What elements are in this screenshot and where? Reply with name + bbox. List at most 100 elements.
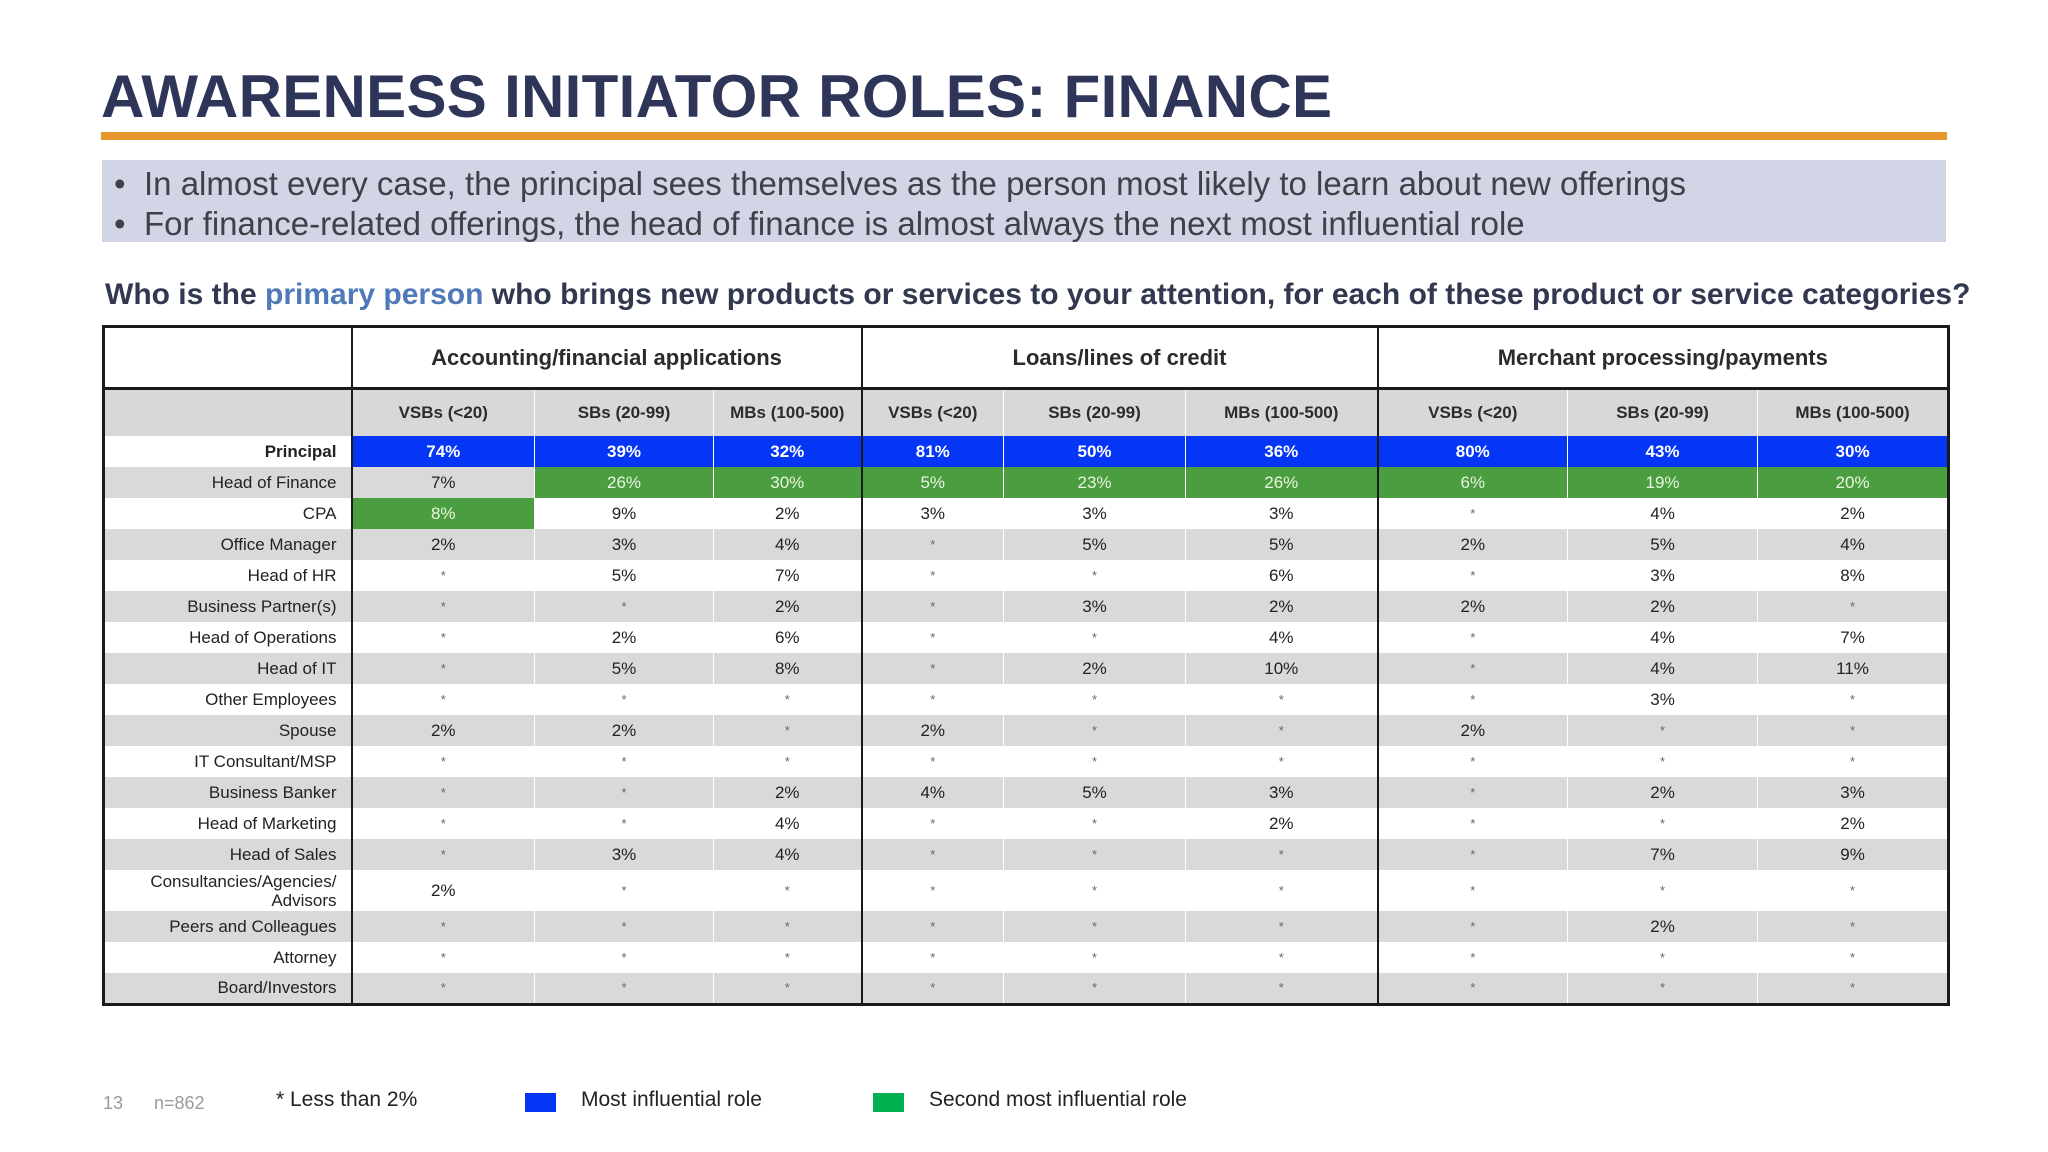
segment-label-corner: [103, 388, 353, 436]
segment-header: MBs (100-500): [1757, 388, 1949, 436]
table-body: Principal 74% 39% 32% 81% 50% 36% 80% 43% 30% Head…: [103, 436, 1949, 1004]
value-cell: *: [1376, 560, 1568, 591]
value-cell: *: [1184, 973, 1378, 1004]
value-cell: 2%: [1003, 653, 1186, 684]
value-cell: *: [351, 942, 535, 973]
category-header-row: Accounting/financial applications Loans/…: [103, 326, 1949, 390]
value-cell: 4%: [713, 529, 862, 560]
value-cell: *: [1757, 911, 1949, 942]
row-label: IT Consultant/MSP: [103, 746, 353, 777]
table-row: Head of IT * 5% 8% * 2% 10% * 4% 11%: [103, 653, 1949, 684]
value-cell: *: [860, 591, 1004, 622]
bullet-text: For finance-related offerings, the head …: [144, 205, 1525, 242]
bullet-text: In almost every case, the principal sees…: [144, 165, 1687, 202]
value-cell: *: [1757, 942, 1949, 973]
value-cell: *: [351, 653, 535, 684]
value-cell: *: [713, 870, 862, 911]
table-row: Attorney * * * * * * * * *: [103, 942, 1949, 973]
value-cell: *: [351, 684, 535, 715]
value-cell: 19%: [1567, 467, 1758, 498]
value-cell: 2%: [713, 591, 862, 622]
value-cell: 6%: [1184, 560, 1378, 591]
value-cell: *: [1567, 942, 1758, 973]
value-cell: 2%: [1567, 591, 1758, 622]
table-row: Head of Operations * 2% 6% * * 4% * 4% 7%: [103, 622, 1949, 653]
category-header: Loans/lines of credit: [860, 326, 1378, 390]
value-cell: 6%: [1376, 467, 1568, 498]
value-cell: *: [1757, 715, 1949, 746]
row-label: Head of Marketing: [103, 808, 353, 839]
value-cell: *: [1003, 839, 1186, 870]
value-cell: 3%: [534, 839, 714, 870]
value-cell: 3%: [1184, 777, 1378, 808]
value-cell: 74%: [351, 436, 535, 467]
value-cell: *: [1376, 870, 1568, 911]
value-cell: *: [713, 942, 862, 973]
value-cell: 4%: [1184, 622, 1378, 653]
value-cell: 4%: [1567, 498, 1758, 529]
value-cell: 2%: [1567, 777, 1758, 808]
value-cell: *: [1003, 942, 1186, 973]
value-cell: 4%: [713, 839, 862, 870]
value-cell: 4%: [1567, 653, 1758, 684]
value-cell: 5%: [534, 653, 714, 684]
table-row: Head of HR * 5% 7% * * 6% * 3% 8%: [103, 560, 1949, 591]
value-cell: 39%: [534, 436, 714, 467]
value-cell: 8%: [351, 498, 535, 529]
value-cell: *: [1376, 839, 1568, 870]
value-cell: *: [1376, 973, 1568, 1004]
value-cell: *: [1757, 746, 1949, 777]
value-cell: *: [1757, 684, 1949, 715]
value-cell: *: [1567, 746, 1758, 777]
bullet-dot-icon: •: [114, 205, 126, 242]
segment-header: MBs (100-500): [1184, 388, 1378, 436]
value-cell: *: [351, 911, 535, 942]
legend-green-swatch: [873, 1093, 904, 1112]
influence-table: Accounting/financial applications Loans/…: [102, 325, 1951, 1006]
value-cell: *: [534, 591, 714, 622]
bullet-item: • In almost every case, the principal see…: [114, 164, 1946, 204]
value-cell: 7%: [1567, 839, 1758, 870]
value-cell: 3%: [860, 498, 1004, 529]
value-cell: *: [1003, 746, 1186, 777]
table-row: Head of Marketing * * 4% * * 2% * * 2%: [103, 808, 1949, 839]
value-cell: 3%: [1184, 498, 1378, 529]
value-cell: *: [1757, 973, 1949, 1004]
value-cell: 5%: [534, 560, 714, 591]
value-cell: *: [1567, 808, 1758, 839]
value-cell: *: [860, 622, 1004, 653]
value-cell: 2%: [351, 870, 535, 911]
bullet-dot-icon: •: [114, 165, 126, 202]
corner-cell: [103, 326, 353, 390]
value-cell: *: [534, 746, 714, 777]
sample-size: n=862: [154, 1093, 205, 1113]
table-row: Board/Investors * * * * * * * * *: [103, 973, 1949, 1004]
value-cell: *: [713, 715, 862, 746]
table-row: Office Manager 2% 3% 4% * 5% 5% 2% 5% 4%: [103, 529, 1949, 560]
row-label: Business Partner(s): [103, 591, 353, 622]
value-cell: *: [534, 942, 714, 973]
table-row: Head of Finance 7% 26% 30% 5% 23% 26% 6% 19% 20%: [103, 467, 1949, 498]
value-cell: 3%: [1757, 777, 1949, 808]
table-row: Business Banker * * 2% 4% 5% 3% * 2% 3%: [103, 777, 1949, 808]
value-cell: *: [534, 911, 714, 942]
value-cell: *: [713, 911, 862, 942]
title-underline: [101, 132, 1947, 140]
segment-header: SBs (20-99): [534, 388, 714, 436]
value-cell: *: [1003, 808, 1186, 839]
legend-most-influential: Most influential role: [581, 1088, 762, 1111]
value-cell: *: [860, 911, 1004, 942]
value-cell: *: [1757, 591, 1949, 622]
segment-header: SBs (20-99): [1003, 388, 1186, 436]
survey-question: Who is the primary person who brings new…: [105, 278, 1970, 312]
value-cell: 4%: [860, 777, 1004, 808]
value-cell: 2%: [351, 715, 535, 746]
table-row: IT Consultant/MSP * * * * * * * * *: [103, 746, 1949, 777]
category-header: Merchant processing/payments: [1376, 326, 1949, 390]
category-header: Accounting/financial applications: [350, 326, 862, 390]
value-cell: *: [351, 839, 535, 870]
value-cell: 2%: [1757, 808, 1949, 839]
row-label: Consultancies/Agencies/ Advisors: [103, 870, 353, 911]
bullet-item: • For finance-related offerings, the head…: [114, 204, 1946, 244]
segment-header: SBs (20-99): [1567, 388, 1758, 436]
